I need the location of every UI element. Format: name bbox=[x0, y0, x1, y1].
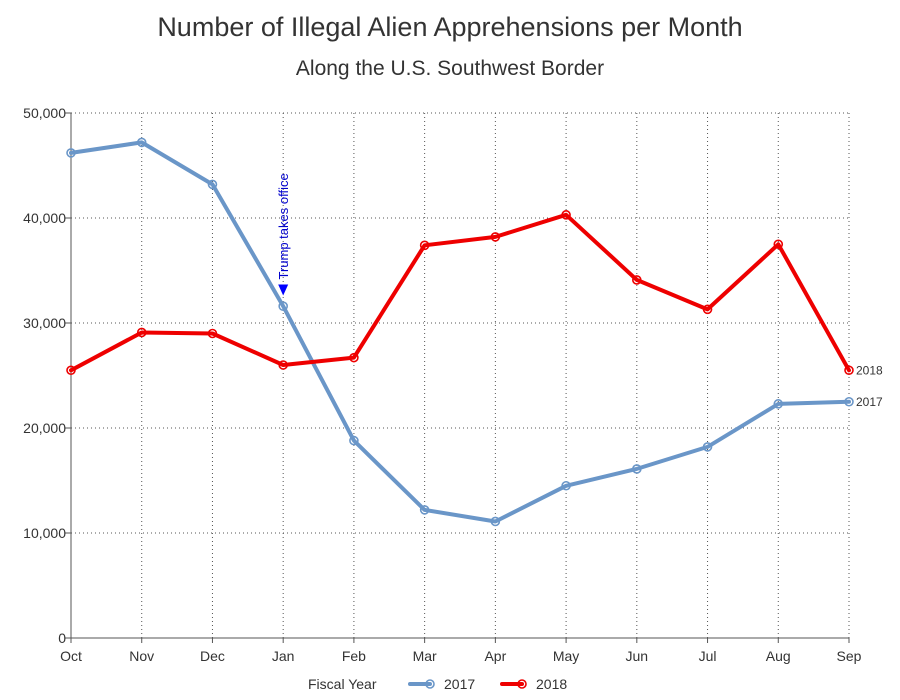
legend-title: Fiscal Year bbox=[308, 676, 377, 692]
y-tick-label: 10,000 bbox=[23, 525, 66, 541]
y-tick-label: 0 bbox=[58, 630, 66, 646]
data-point-2018 bbox=[773, 239, 784, 250]
x-tick-label: May bbox=[553, 648, 579, 664]
x-tick-label: Jun bbox=[626, 648, 649, 664]
data-point-2018 bbox=[349, 352, 359, 363]
data-point-2018 bbox=[561, 210, 571, 220]
series-end-label: 2017 bbox=[856, 395, 883, 409]
data-point-2018 bbox=[844, 365, 854, 376]
x-tick-label: Sep bbox=[837, 648, 862, 664]
data-point-2017 bbox=[773, 399, 784, 409]
data-point-2018 bbox=[702, 304, 713, 315]
annotation-arrow-icon bbox=[278, 284, 289, 296]
chart-subtitle: Along the U.S. Southwest Border bbox=[296, 57, 604, 80]
data-point-2018 bbox=[66, 365, 76, 376]
legend-marker-2018 bbox=[517, 679, 527, 689]
legend-marker-2017 bbox=[425, 679, 435, 689]
y-tick-label: 20,000 bbox=[23, 420, 66, 436]
data-point-2018 bbox=[419, 240, 430, 251]
data-point-2018 bbox=[136, 327, 147, 338]
x-tick-label: Feb bbox=[342, 648, 366, 664]
legend: Fiscal Year 2017 2018 bbox=[308, 676, 567, 692]
data-point-2018 bbox=[207, 328, 218, 339]
data-point-2018 bbox=[632, 275, 642, 285]
x-tick-label: Mar bbox=[413, 648, 437, 664]
grid-lines bbox=[71, 112, 850, 638]
data-point-2018 bbox=[490, 232, 501, 242]
x-tick-label: Dec bbox=[200, 648, 225, 664]
data-point-2017 bbox=[136, 137, 147, 148]
data-point-2017 bbox=[278, 301, 288, 312]
x-tick-label: Jul bbox=[699, 648, 717, 664]
chart-title: Number of Illegal Alien Apprehensions pe… bbox=[157, 12, 742, 42]
x-tick-label: Apr bbox=[484, 648, 506, 664]
y-tick-label: 40,000 bbox=[23, 210, 66, 226]
data-point-2017 bbox=[419, 505, 430, 515]
data-point-2017 bbox=[632, 464, 642, 474]
y-tick-label: 30,000 bbox=[23, 315, 66, 331]
series-line-2017 bbox=[69, 140, 851, 524]
data-point-2017 bbox=[702, 442, 713, 452]
data-point-2017 bbox=[349, 435, 359, 446]
data-point-2017 bbox=[207, 179, 218, 190]
data-point-2017 bbox=[66, 148, 76, 158]
data-point-2017 bbox=[490, 516, 501, 527]
axes: 0 10,000 20,000 30,000 40,000 50,000 Oct Nov Dec… bbox=[23, 105, 861, 664]
x-tick-label: Aug bbox=[766, 648, 791, 664]
legend-label-2017: 2017 bbox=[444, 676, 475, 692]
x-tick-label: Nov bbox=[129, 648, 154, 664]
y-tick-label: 50,000 bbox=[23, 105, 66, 121]
series-line-2018 bbox=[69, 212, 851, 373]
series-end-label: 2018 bbox=[856, 363, 883, 377]
data-point-2017 bbox=[561, 480, 571, 491]
data-point-2017 bbox=[844, 396, 854, 407]
data-point-2018 bbox=[278, 360, 288, 370]
x-tick-label: Oct bbox=[60, 648, 82, 664]
legend-label-2018: 2018 bbox=[536, 676, 567, 692]
x-tick-label: Jan bbox=[272, 648, 295, 664]
annotation-layer: Trump takes office bbox=[276, 173, 291, 296]
annotation-label: Trump takes office bbox=[276, 173, 291, 279]
series-layer: 2017 2018 bbox=[66, 137, 883, 527]
